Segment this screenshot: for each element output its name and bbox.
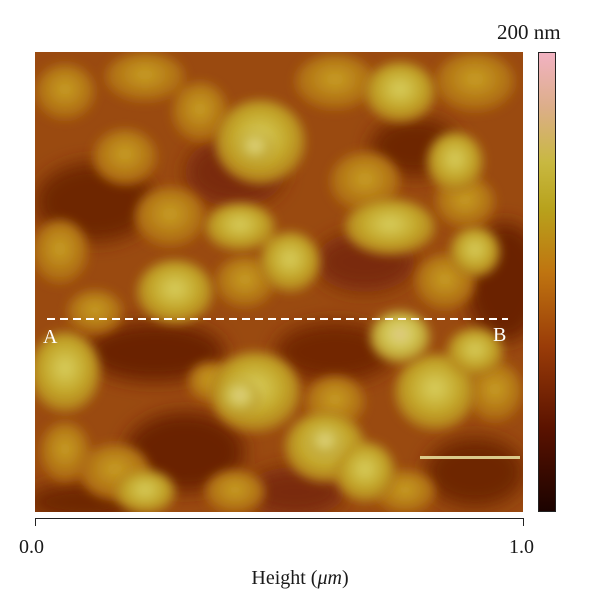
x-axis-title: Height (μm) bbox=[0, 568, 600, 588]
grains-mid bbox=[35, 52, 523, 512]
x-tick-end bbox=[523, 518, 524, 526]
profile-start-label: A bbox=[43, 326, 58, 348]
x-tick-label-start: 0.0 bbox=[19, 536, 44, 558]
x-axis-title-suffix: ) bbox=[341, 567, 349, 589]
color-scale-bar bbox=[538, 52, 556, 512]
x-tick-start bbox=[35, 518, 36, 526]
colorbar-max-label: 200 nm bbox=[497, 20, 561, 44]
grains-peak bbox=[220, 131, 430, 458]
profile-end-label: B bbox=[493, 324, 507, 346]
scan-artifact bbox=[420, 456, 520, 459]
x-axis-title-unit: μm bbox=[317, 567, 342, 589]
x-axis-title-prefix: Height ( bbox=[251, 567, 318, 589]
x-axis-line bbox=[35, 518, 524, 519]
valley-regions bbox=[35, 117, 523, 512]
grains-high bbox=[35, 62, 503, 512]
afm-height-image bbox=[35, 52, 523, 512]
x-tick-label-end: 1.0 bbox=[509, 536, 534, 558]
afm-surface-graphic bbox=[35, 52, 523, 512]
x-axis bbox=[35, 512, 525, 526]
